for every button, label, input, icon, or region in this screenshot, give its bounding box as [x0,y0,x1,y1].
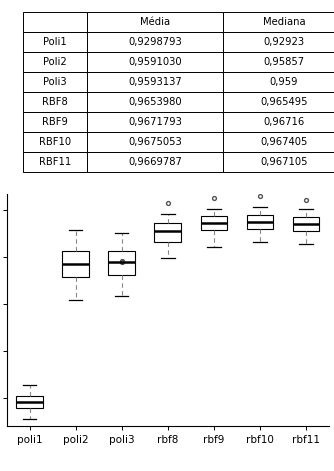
Text: 0,959: 0,959 [270,77,298,87]
Bar [23,52,87,72]
PathPatch shape [16,396,43,408]
Bar [223,92,334,113]
Bar [223,12,334,32]
Bar [223,52,334,72]
Bar [23,12,87,32]
Bar [87,153,223,172]
PathPatch shape [246,215,273,229]
Text: 0,95857: 0,95857 [263,57,304,67]
Bar [23,72,87,92]
PathPatch shape [293,217,319,231]
Text: RBF8: RBF8 [42,97,68,107]
Text: Poli2: Poli2 [43,57,67,67]
Bar [223,132,334,153]
Bar [87,12,223,32]
Bar [223,72,334,92]
Bar [87,113,223,132]
Text: 0,9653980: 0,9653980 [128,97,182,107]
Bar [23,113,87,132]
Text: 0,9671793: 0,9671793 [128,117,182,127]
Text: RBF9: RBF9 [42,117,68,127]
Bar [87,32,223,52]
PathPatch shape [109,251,135,275]
Text: 0,967405: 0,967405 [260,138,308,147]
Bar [87,92,223,113]
Text: 0,9591030: 0,9591030 [128,57,182,67]
Bar [23,32,87,52]
Text: 0,967105: 0,967105 [260,157,308,168]
Bar [87,72,223,92]
Bar [223,32,334,52]
Text: 0,9593137: 0,9593137 [128,77,182,87]
Text: Poli3: Poli3 [43,77,67,87]
Text: 0,965495: 0,965495 [260,97,308,107]
Bar [23,153,87,172]
Bar [87,132,223,153]
Text: 0,92923: 0,92923 [263,37,304,47]
Bar [87,52,223,72]
Bar [223,113,334,132]
Text: Mediana: Mediana [263,17,305,27]
Text: RBF10: RBF10 [39,138,71,147]
Bar [23,132,87,153]
Text: 0,9298793: 0,9298793 [128,37,182,47]
Text: 0,9669787: 0,9669787 [128,157,182,168]
Text: RBF11: RBF11 [39,157,71,168]
Bar [223,153,334,172]
Bar [23,92,87,113]
Text: Média: Média [140,17,170,27]
Text: 0,96716: 0,96716 [263,117,305,127]
Text: 0,9675053: 0,9675053 [128,138,182,147]
PathPatch shape [200,216,227,230]
PathPatch shape [62,252,89,277]
Text: Poli1: Poli1 [43,37,67,47]
PathPatch shape [155,223,181,242]
